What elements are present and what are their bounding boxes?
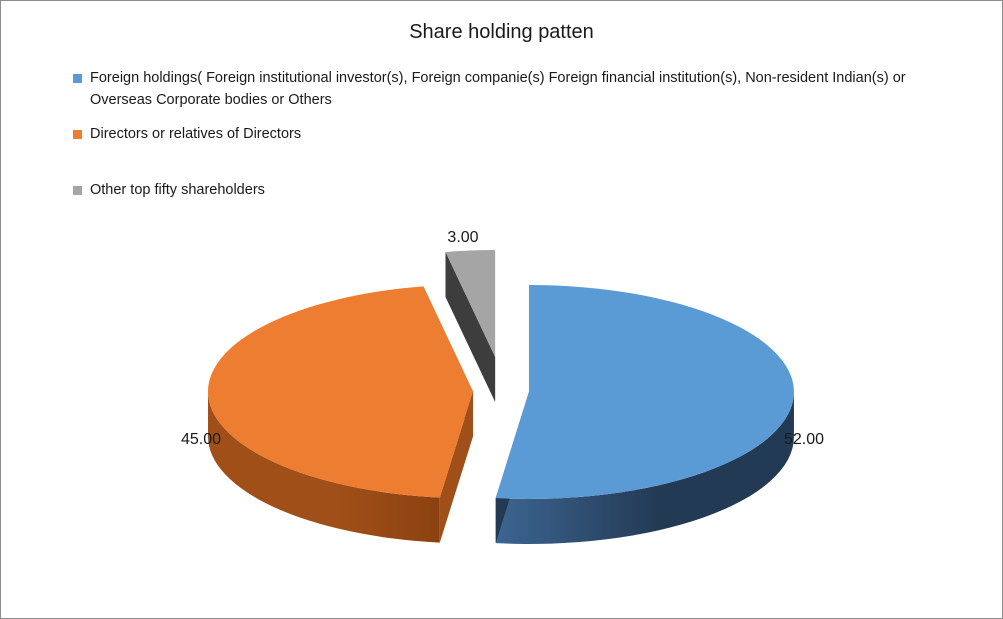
slice-directors-top (208, 286, 474, 498)
legend-swatch-foreign-holdings (73, 74, 82, 83)
slice-foreign-holdings-top (495, 284, 794, 499)
legend-label-other-shareholders: Other top fifty shareholders (90, 182, 265, 198)
legend-item-foreign-holdings: Foreign holdings( Foreign institutional … (73, 67, 953, 111)
legend-item-other-shareholders: Other top fifty shareholders (73, 179, 265, 201)
slice-directors (208, 286, 474, 543)
legend-label-directors: Directors or relatives of Directors (90, 126, 302, 142)
slice-directors-side (208, 391, 440, 543)
legend: Foreign holdings( Foreign institutional … (73, 67, 953, 198)
legend-swatch-other-shareholders (73, 186, 82, 195)
slice-other-shareholders (445, 250, 496, 403)
slice-foreign-holdings (495, 284, 794, 544)
legend-item-directors: Directors or relatives of Directors (73, 123, 301, 145)
legend-swatch-directors (73, 130, 82, 139)
chart-title: Share holding patten (409, 21, 594, 43)
slice-other-shareholders-top (445, 250, 496, 358)
data-label-foreign-holdings: 52.00 (784, 431, 824, 448)
legend-label-foreign-holdings: Foreign holdings( Foreign institutional … (90, 70, 906, 108)
data-label-other-shareholders: 3.00 (447, 229, 478, 246)
slice-other-shareholders-cut-0 (445, 251, 496, 403)
data-label-directors: 45.00 (181, 431, 221, 448)
slice-directors-cut-0 (439, 391, 474, 543)
slice-foreign-holdings-side (495, 391, 794, 544)
